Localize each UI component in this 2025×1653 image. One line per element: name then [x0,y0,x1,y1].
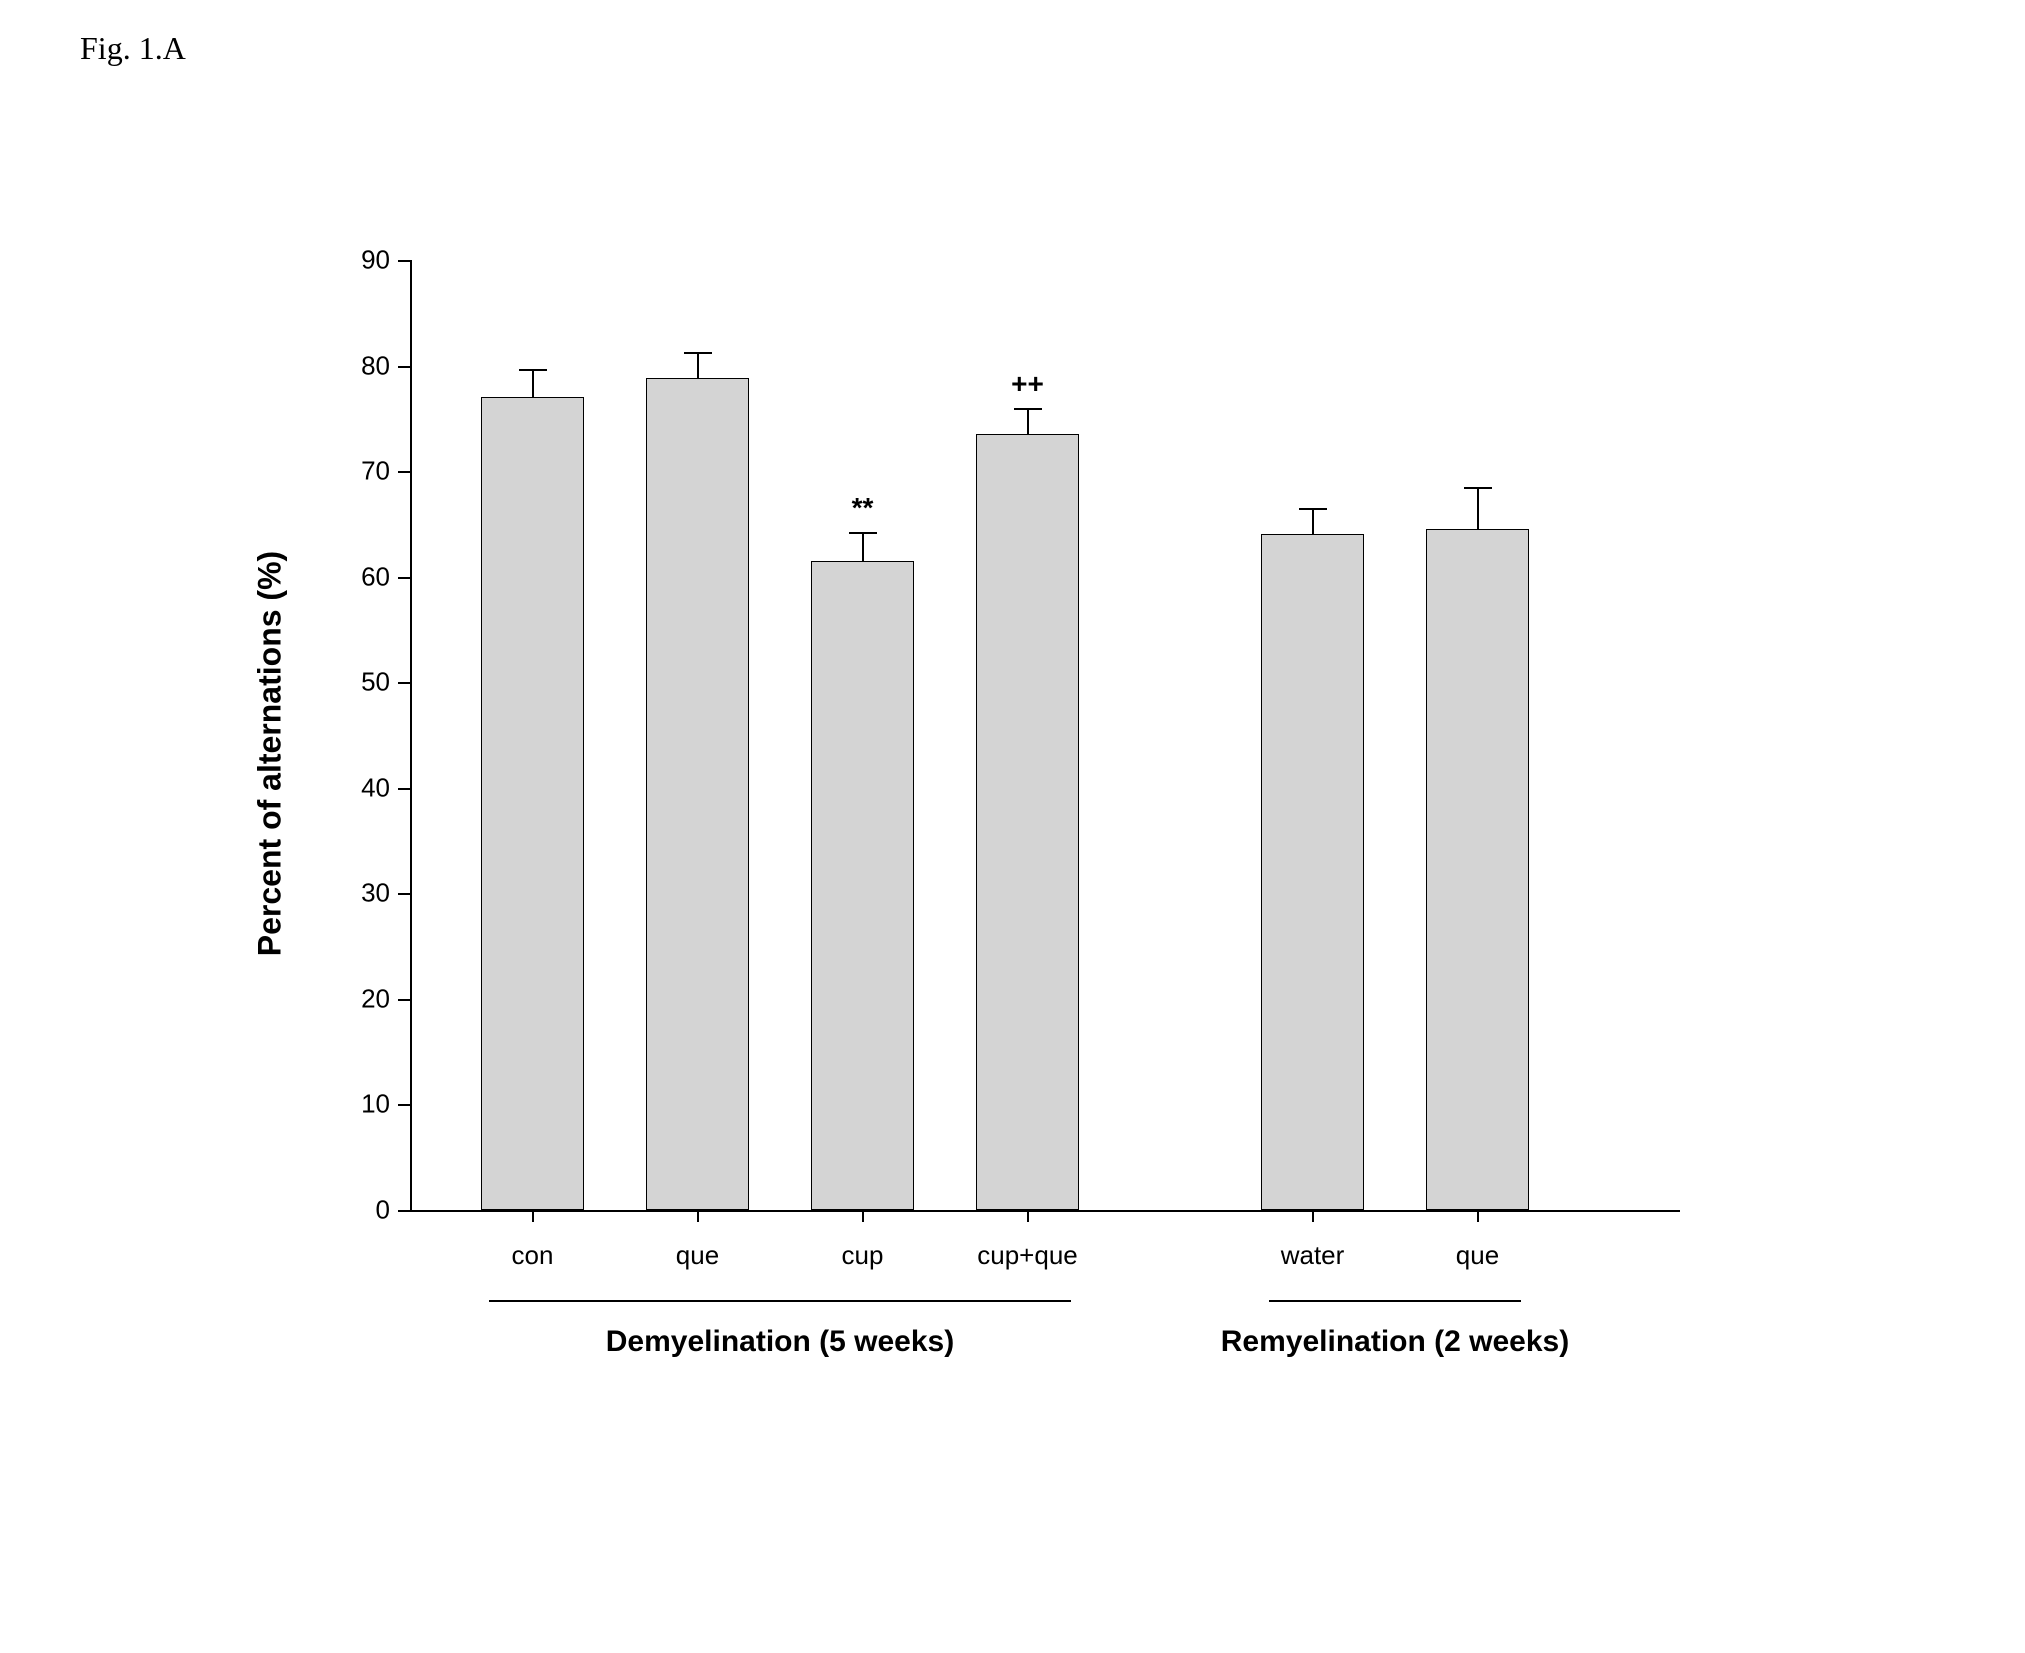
error-cap [684,352,712,354]
figure-label: Fig. 1.A [80,30,186,67]
x-tick [532,1210,534,1222]
bar [1261,534,1363,1210]
error-bar [1312,508,1314,534]
y-axis-label: Percent of alternations (%) [252,551,289,956]
error-cap [1014,408,1042,410]
bar [811,561,913,1210]
bar [646,378,748,1210]
x-tick-label: cup+que [977,1240,1077,1271]
error-bar [697,352,699,378]
y-tick [398,577,410,579]
group-underline [1269,1300,1520,1302]
y-tick [398,893,410,895]
y-tick-label: 80 [340,350,390,381]
x-tick [1477,1210,1479,1222]
bar-chart: Percent of alternations (%) 010203040506… [280,240,1780,1440]
y-tick [398,471,410,473]
y-tick-label: 20 [340,983,390,1014]
y-tick [398,682,410,684]
x-tick [697,1210,699,1222]
y-tick [398,999,410,1001]
x-tick-label: con [512,1240,554,1271]
y-tick-label: 70 [340,456,390,487]
plot-area [410,260,1680,1210]
y-tick [398,1104,410,1106]
bar-annotation: ** [852,492,874,524]
x-tick-label: cup [842,1240,884,1271]
x-tick-label: water [1281,1240,1345,1271]
bar-annotation: ++ [1011,368,1044,400]
y-tick-label: 90 [340,245,390,276]
y-tick [398,260,410,262]
y-tick-label: 30 [340,878,390,909]
x-tick-label: que [1456,1240,1499,1271]
error-cap [1299,508,1327,510]
group-label: Demyelination (5 weeks) [606,1325,954,1359]
error-bar [532,369,534,398]
error-bar [862,532,864,561]
error-cap [1464,487,1492,489]
x-tick [862,1210,864,1222]
y-tick-label: 40 [340,772,390,803]
y-tick [398,788,410,790]
x-tick [1027,1210,1029,1222]
bar [976,434,1078,1210]
y-tick-label: 60 [340,561,390,592]
group-underline [489,1300,1070,1302]
y-tick [398,1210,410,1212]
y-tick-label: 50 [340,667,390,698]
bar [1426,529,1528,1210]
bar [481,397,583,1210]
y-tick-label: 10 [340,1089,390,1120]
y-tick [398,366,410,368]
error-cap [519,369,547,371]
group-label: Remyelination (2 weeks) [1221,1325,1569,1359]
y-tick-label: 0 [340,1195,390,1226]
x-tick [1312,1210,1314,1222]
x-tick-label: que [676,1240,719,1271]
error-bar [1027,408,1029,434]
error-bar [1477,487,1479,529]
error-cap [849,532,877,534]
x-axis [410,1210,1680,1212]
